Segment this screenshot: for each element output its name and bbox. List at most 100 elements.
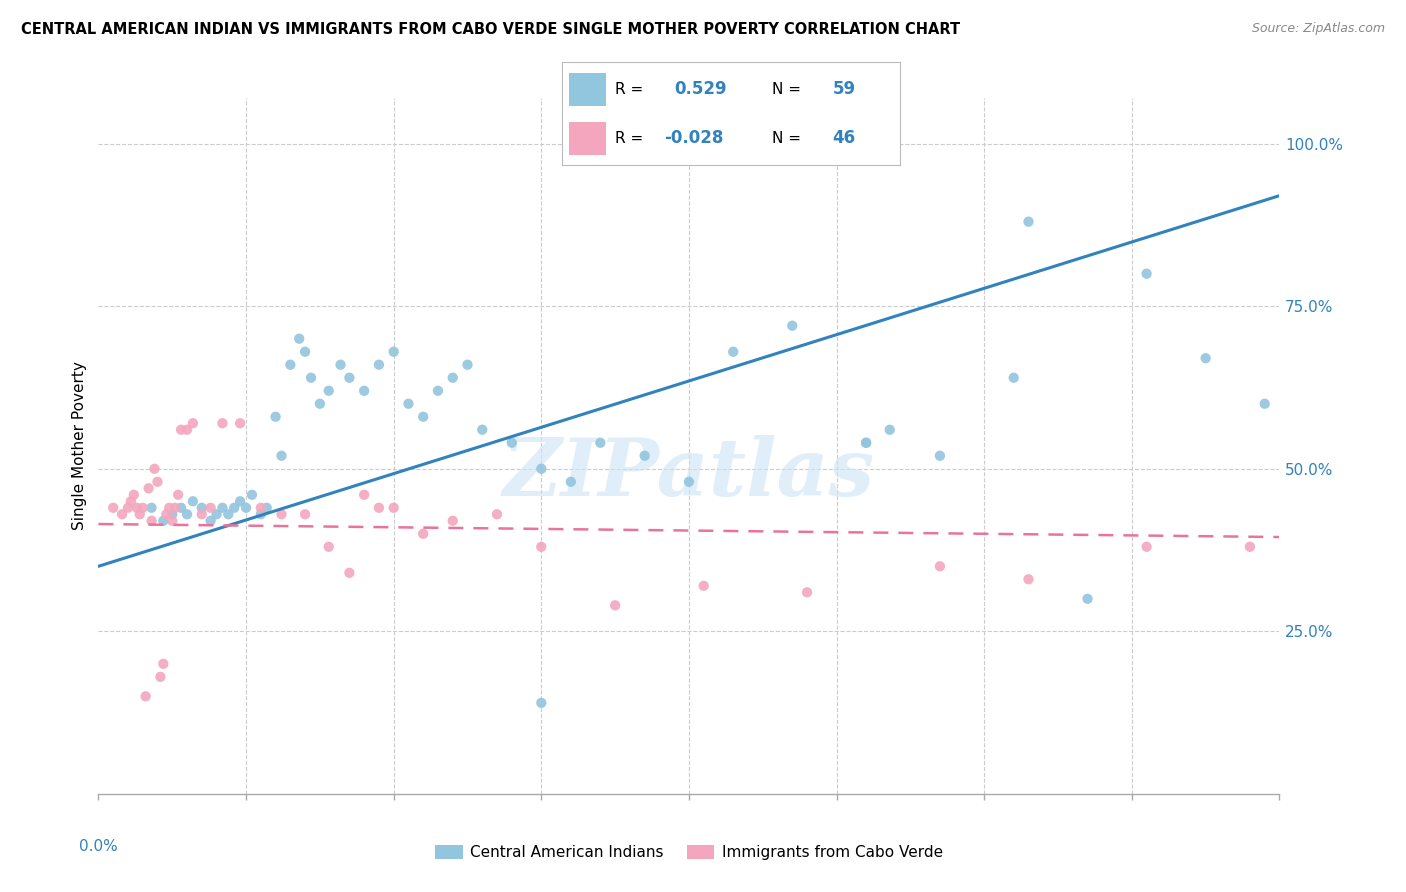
Y-axis label: Single Mother Poverty: Single Mother Poverty <box>72 361 87 531</box>
Point <box>181 494 204 508</box>
Text: N =: N = <box>772 81 800 96</box>
Point <box>270 449 292 463</box>
Point <box>309 397 332 411</box>
Point <box>117 500 139 515</box>
Point <box>471 423 494 437</box>
Point <box>294 508 316 522</box>
Point <box>103 500 125 515</box>
Point <box>211 500 233 515</box>
Text: 0.529: 0.529 <box>673 80 727 98</box>
Point <box>723 344 745 359</box>
Point <box>170 423 193 437</box>
Point <box>782 318 804 333</box>
Point <box>678 475 700 489</box>
Point <box>339 370 360 384</box>
Point <box>605 599 627 613</box>
Point <box>299 370 322 384</box>
Point <box>441 370 464 384</box>
Point <box>530 696 553 710</box>
Point <box>530 540 553 554</box>
Point <box>224 500 246 515</box>
Point <box>191 508 214 522</box>
Point <box>329 358 352 372</box>
Text: 46: 46 <box>832 129 855 147</box>
Point <box>264 409 287 424</box>
Point <box>1002 370 1025 384</box>
Text: 59: 59 <box>832 80 855 98</box>
Point <box>157 500 180 515</box>
Legend: Central American Indians, Immigrants from Cabo Verde: Central American Indians, Immigrants fro… <box>429 839 949 866</box>
Point <box>928 449 950 463</box>
Text: N =: N = <box>772 131 800 146</box>
Point <box>152 514 174 528</box>
Point <box>633 449 655 463</box>
Point <box>530 462 553 476</box>
Point <box>200 500 222 515</box>
Point <box>855 435 877 450</box>
Point <box>368 358 391 372</box>
Point <box>486 508 509 522</box>
Point <box>928 559 950 574</box>
Point <box>165 500 187 515</box>
Point <box>176 508 198 522</box>
Point <box>141 500 163 515</box>
Point <box>1254 397 1277 411</box>
Point <box>250 500 273 515</box>
FancyBboxPatch shape <box>569 122 606 155</box>
Point <box>162 514 183 528</box>
Point <box>339 566 360 580</box>
Point <box>250 508 273 522</box>
Point <box>278 358 302 372</box>
Text: Source: ZipAtlas.com: Source: ZipAtlas.com <box>1251 22 1385 36</box>
Point <box>441 514 464 528</box>
Point <box>111 508 134 522</box>
Point <box>200 514 222 528</box>
Point <box>135 690 157 704</box>
Point <box>122 488 145 502</box>
Point <box>155 508 177 522</box>
Point <box>162 508 183 522</box>
Point <box>146 475 169 489</box>
Point <box>1077 591 1099 606</box>
Point <box>396 397 419 411</box>
Text: R =: R = <box>614 81 643 96</box>
Point <box>143 462 166 476</box>
Text: -0.028: -0.028 <box>664 129 723 147</box>
Point <box>427 384 450 398</box>
Point <box>205 508 228 522</box>
Point <box>170 500 193 515</box>
Point <box>318 540 340 554</box>
Point <box>229 416 252 430</box>
Point <box>191 500 214 515</box>
Point <box>229 494 252 508</box>
Point <box>456 358 478 372</box>
Point <box>288 332 311 346</box>
Point <box>412 526 434 541</box>
Point <box>353 488 375 502</box>
Point <box>152 657 174 671</box>
Text: 0.0%: 0.0% <box>79 839 118 855</box>
Point <box>353 384 375 398</box>
Point <box>294 344 316 359</box>
Point <box>1017 572 1039 586</box>
Point <box>181 416 204 430</box>
Point <box>256 500 278 515</box>
Point <box>693 579 716 593</box>
Point <box>368 500 391 515</box>
Point <box>1239 540 1261 554</box>
Point <box>1195 351 1218 366</box>
Text: ZIPatlas: ZIPatlas <box>503 435 875 513</box>
Point <box>211 416 233 430</box>
Point <box>382 500 405 515</box>
Point <box>1135 540 1157 554</box>
Point <box>879 423 901 437</box>
Point <box>501 435 523 450</box>
Point <box>412 409 434 424</box>
Point <box>132 500 155 515</box>
Point <box>1017 215 1039 229</box>
Point <box>270 508 292 522</box>
Point <box>176 423 198 437</box>
Text: R =: R = <box>614 131 643 146</box>
Point <box>796 585 818 599</box>
Text: CENTRAL AMERICAN INDIAN VS IMMIGRANTS FROM CABO VERDE SINGLE MOTHER POVERTY CORR: CENTRAL AMERICAN INDIAN VS IMMIGRANTS FR… <box>21 22 960 37</box>
